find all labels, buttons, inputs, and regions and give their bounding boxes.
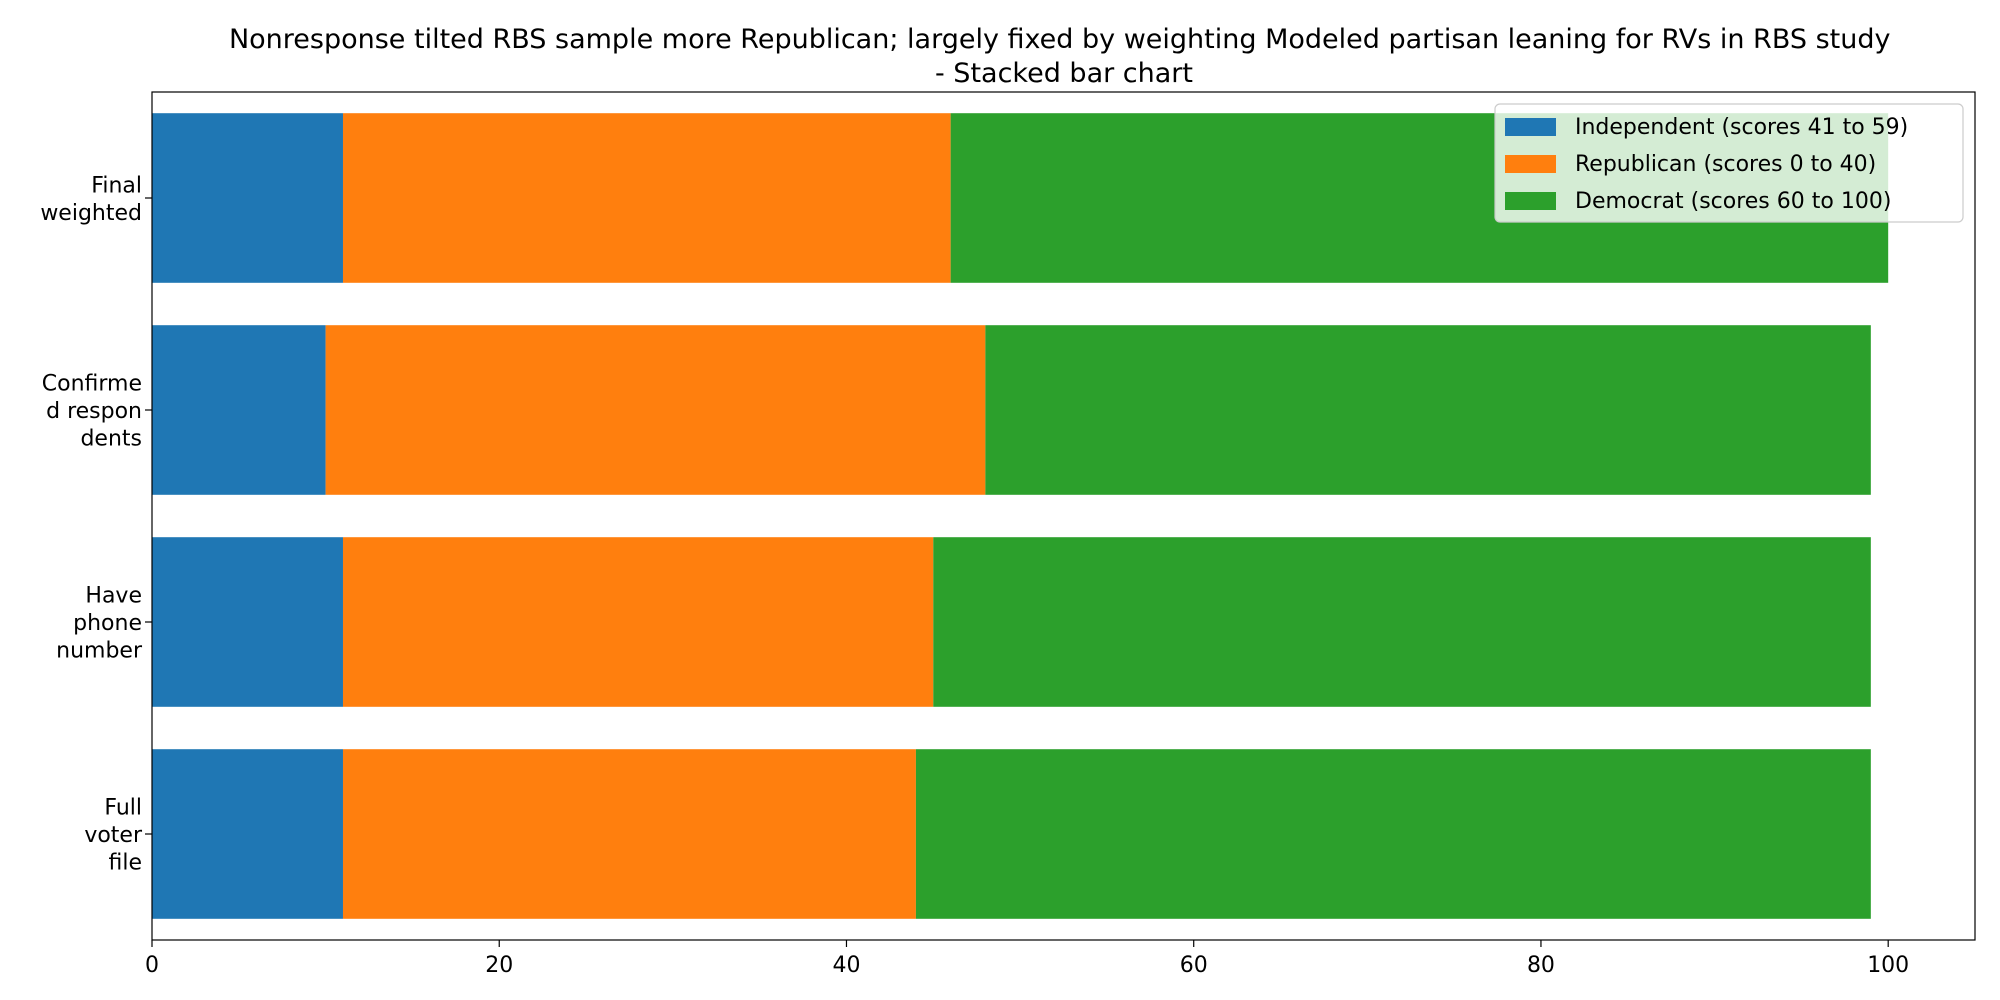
y-tick-label-3-line-0: Final [91, 173, 142, 198]
y-tick-label-0-line-0: Full [104, 796, 142, 821]
y-tick-label-2-line-2: dents [80, 427, 142, 452]
y-tick-label-3: Final weighted [40, 173, 142, 226]
legend-swatch-0 [1505, 118, 1556, 136]
bar-segment-0-3 [152, 113, 343, 283]
legend-label-0: Independent (scores 41 to 59) [1575, 115, 1908, 140]
y-tick-label-2: Confirme d respon dents [42, 372, 142, 452]
y-tick-label-1-line-2: number [56, 639, 143, 664]
legend-swatch-2 [1505, 192, 1556, 210]
x-tick-label-1: 20 [485, 953, 513, 978]
x-tick-label-2: 40 [832, 953, 860, 978]
y-tick-label-1: Have phone number [56, 584, 143, 664]
axes-group: 0 20 40 60 80 100 Full voter file Have phone number… [40, 91, 1976, 978]
legend-label-1: Republican (scores 0 to 40) [1575, 152, 1876, 177]
y-tick-label-0-line-2: file [108, 851, 142, 876]
bar-segment-0-1 [152, 537, 343, 707]
bar-segment-1-1 [342, 537, 934, 707]
bar-segment-1-2 [325, 325, 986, 495]
bar-segment-0-2 [152, 325, 326, 495]
x-tick-label-4: 80 [1527, 953, 1555, 978]
y-tick-label-0: Full voter file [84, 796, 143, 876]
bar-segment-1-0 [342, 749, 916, 919]
y-tick-label-2-line-0: Confirme [42, 372, 142, 397]
y-tick-label-0-line-1: voter [84, 823, 143, 848]
bar-segment-2-2 [985, 325, 1871, 495]
chart-title-line-2: - Stacked bar chart [935, 58, 1193, 89]
x-tick-label-5: 100 [1867, 953, 1909, 978]
legend-label-2: Democrat (scores 60 to 100) [1575, 189, 1891, 214]
y-tick-label-2-line-1: d respon [46, 399, 142, 424]
legend-swatch-1 [1505, 155, 1556, 173]
bar-segment-0-0 [152, 749, 343, 919]
chart-title-line-1: Nonresponse tilted RBS sample more Repub… [229, 24, 1891, 55]
legend: Independent (scores 41 to 59) Republican … [1494, 103, 1964, 223]
y-tick-label-1-line-1: phone [73, 611, 142, 636]
legend-box [1494, 103, 1964, 223]
chart-title: Nonresponse tilted RBS sample more Repub… [229, 24, 1899, 89]
y-tick-label-1-line-0: Have [85, 584, 142, 609]
bar-segment-1-3 [342, 113, 951, 283]
y-tick-label-3-line-1: weighted [40, 201, 142, 226]
x-tick-label-0: 0 [145, 953, 159, 978]
plot-frame [151, 91, 1976, 941]
bar-segment-2-0 [915, 749, 1871, 919]
bars-group [152, 113, 1889, 919]
x-tick-label-3: 60 [1180, 953, 1208, 978]
bar-segment-2-1 [933, 537, 1871, 707]
